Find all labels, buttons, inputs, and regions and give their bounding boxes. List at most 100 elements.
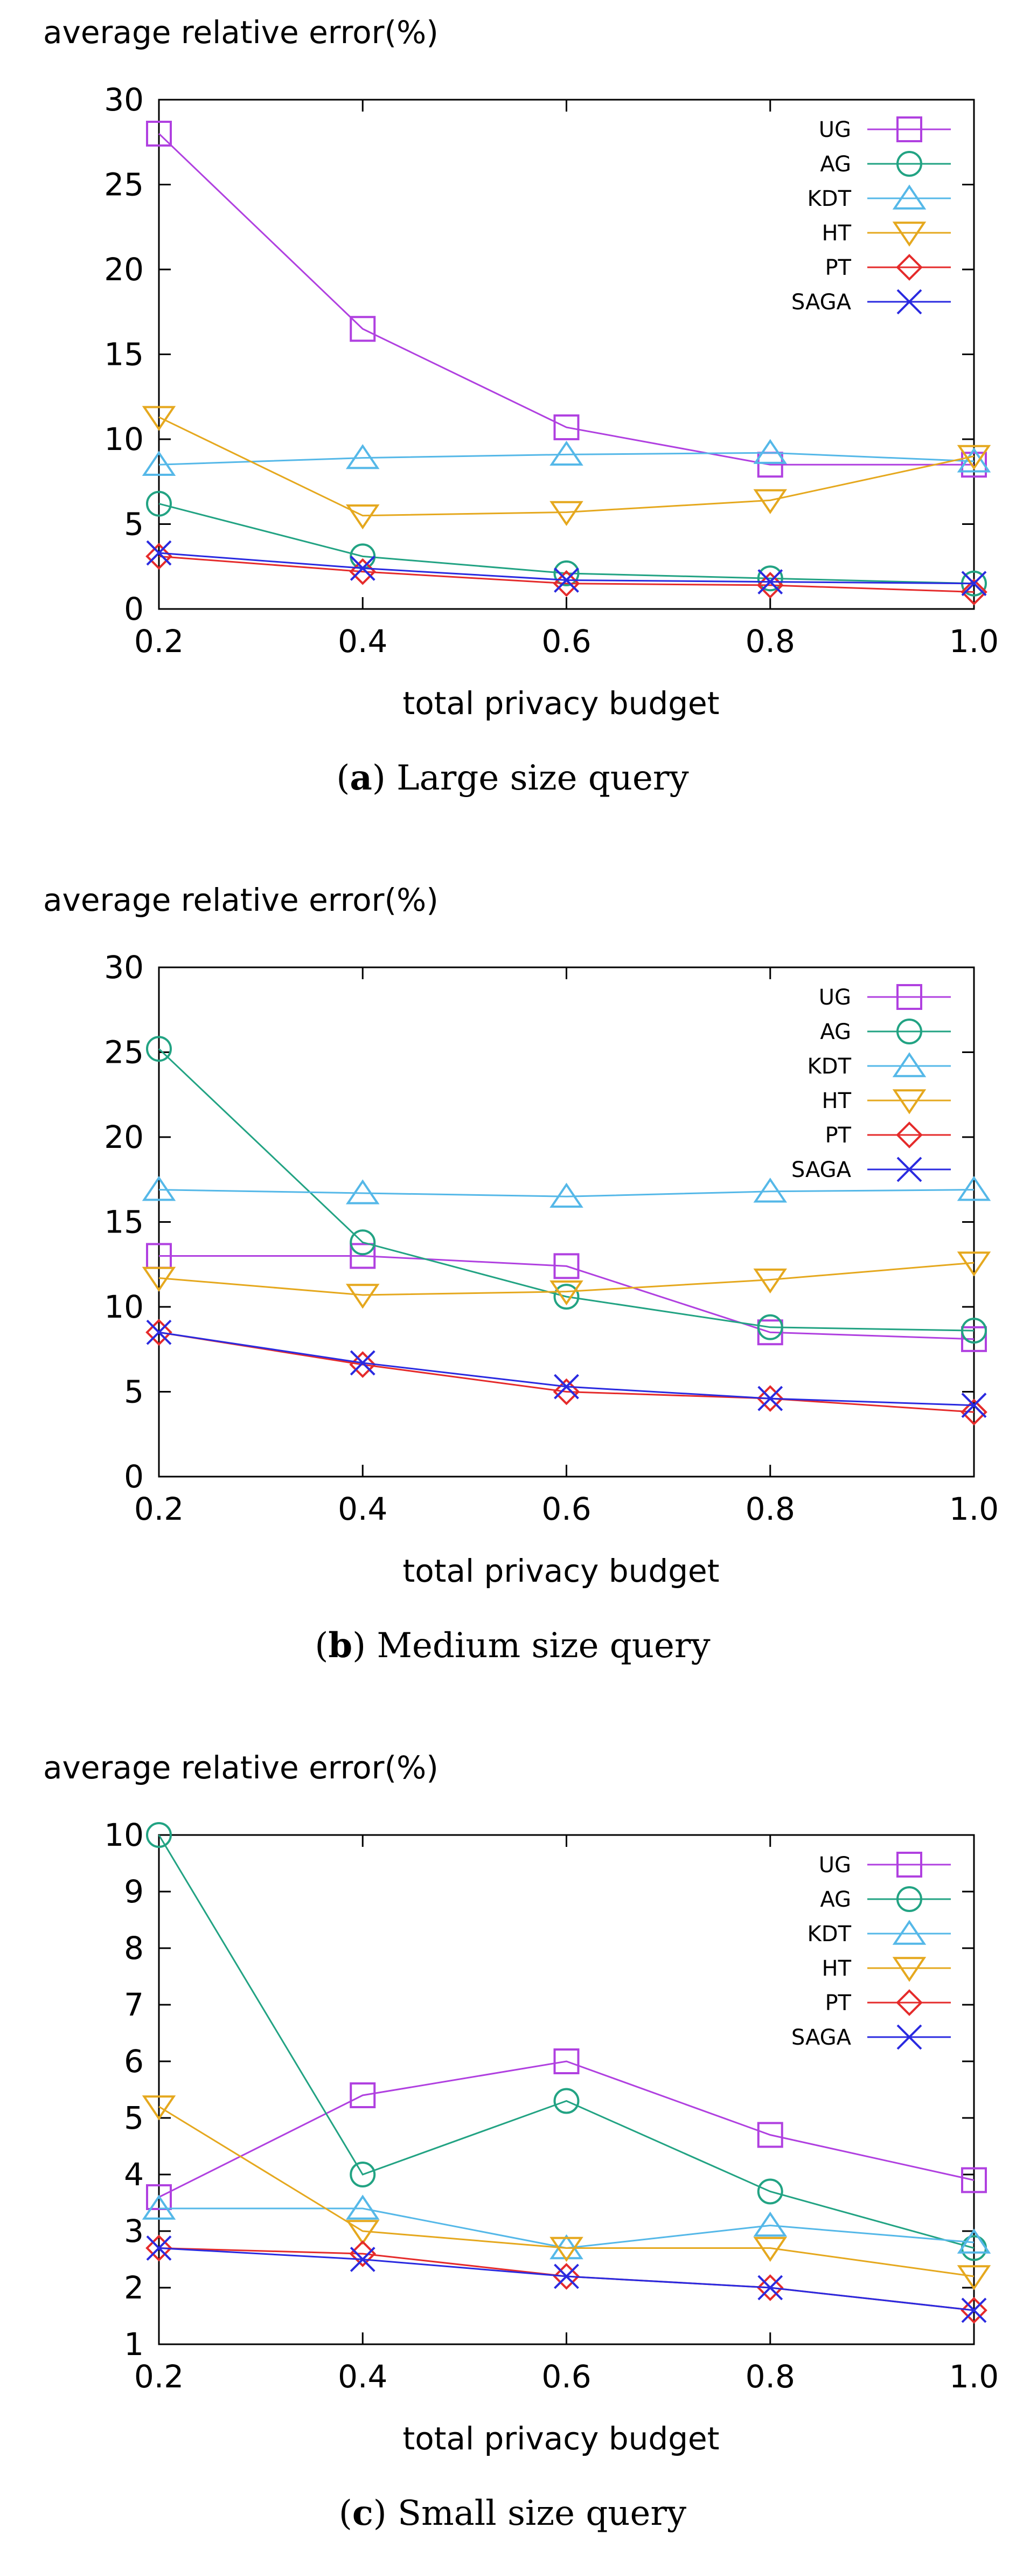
data-point-ug	[757, 2122, 783, 2148]
series-pt	[145, 2234, 987, 2324]
caption-text: Small size query	[398, 2494, 686, 2533]
data-point-kdt	[549, 440, 583, 466]
series-line-kdt	[158, 1189, 975, 1197]
legend-marker-ht	[892, 221, 927, 247]
x-tick-label: 0.6	[541, 2358, 591, 2395]
x-tick-label: 0.2	[134, 1491, 184, 1527]
series-line-ag	[158, 1834, 975, 2249]
y-tick-label: 5	[124, 506, 144, 543]
series-line-saga	[158, 1331, 975, 1407]
series-line-ag	[158, 1048, 975, 1332]
series-ag	[146, 1822, 987, 2261]
data-point-ht	[345, 504, 380, 530]
series-ag	[146, 490, 987, 597]
data-point-ug	[961, 2167, 987, 2193]
legend-label: KDT	[808, 1054, 852, 1079]
data-point-ug	[553, 414, 580, 440]
y-tick-label: 20	[104, 1119, 144, 1155]
legend-marker-kdt	[892, 1920, 927, 1945]
series-ht	[142, 2095, 991, 2290]
data-point-ht	[142, 2095, 176, 2121]
data-point-ht	[142, 406, 176, 431]
y-tick-label: 6	[124, 2043, 144, 2080]
x-tick-label: 0.4	[338, 2358, 387, 2395]
x-tick-label: 1.0	[949, 2358, 999, 2395]
plot-frame	[158, 99, 975, 610]
legend-label: PT	[825, 255, 851, 280]
series-ug	[146, 2048, 987, 2210]
series-line-ht	[158, 1262, 975, 1296]
series-saga	[146, 2235, 987, 2323]
data-point-ht	[549, 501, 583, 527]
data-point-kdt	[142, 2194, 176, 2220]
series-kdt	[142, 439, 991, 476]
legend-marker-ht	[892, 1089, 927, 1114]
data-point-kdt	[753, 439, 788, 464]
data-point-pt	[553, 2263, 580, 2290]
legend: UG AG KDT HT PT SAGA	[791, 116, 951, 315]
legend-label: UG	[819, 117, 851, 142]
data-point-ag	[146, 1822, 172, 1848]
x-axis-label: total privacy budget	[403, 1553, 720, 1589]
caption-text: Large size query	[396, 758, 689, 798]
y-tick-label: 0	[124, 1458, 144, 1495]
y-axis-label: average relative error(%)	[43, 14, 439, 51]
data-point-ht	[753, 1268, 788, 1294]
x-tick-label: 0.8	[746, 1491, 795, 1527]
y-tick-label: 10	[104, 1289, 144, 1325]
data-point-pt	[349, 1351, 377, 1378]
y-tick-label: 20	[104, 251, 144, 288]
legend-marker-saga	[896, 1157, 922, 1182]
x-tick-label: 0.4	[338, 623, 387, 660]
legend-label: UG	[819, 1853, 851, 1878]
data-point-ug	[553, 2048, 580, 2074]
data-point-ht	[549, 1280, 583, 1306]
data-point-saga	[146, 2235, 172, 2261]
data-point-pt	[961, 2297, 987, 2324]
legend-marker-saga	[896, 289, 922, 315]
series-ag	[146, 1036, 987, 1344]
chart-panel-c: average relative error(%) 1 2 3 4 5 6 7 8 9 10 0.2 0…	[43, 1749, 999, 2533]
y-tick-label: 15	[104, 1204, 144, 1241]
data-point-kdt	[753, 1178, 788, 1203]
data-point-ug	[350, 1243, 376, 1269]
x-axis-label: total privacy budget	[403, 685, 720, 722]
caption-letter: a	[350, 758, 372, 798]
data-point-ag	[553, 2088, 580, 2114]
legend: UG AG KDT HT PT SAGA	[791, 1852, 951, 2050]
legend-label: AG	[820, 1887, 851, 1912]
data-point-ug	[350, 2082, 376, 2108]
series-ug	[146, 121, 987, 478]
data-point-kdt	[753, 2211, 788, 2237]
legend-marker-ag	[896, 1886, 922, 1912]
x-tick-label: 0.2	[134, 623, 184, 660]
series-line-pt	[158, 1331, 975, 1413]
y-tick-label: 15	[104, 336, 144, 373]
series-saga	[146, 540, 987, 597]
series-kdt	[142, 2194, 991, 2260]
x-tick-label: 1.0	[949, 623, 999, 660]
data-point-ht	[753, 2236, 788, 2262]
series-line-ht	[158, 2106, 975, 2277]
legend-marker-kdt	[892, 184, 927, 210]
data-point-kdt	[142, 451, 176, 476]
legend-marker-pt	[896, 1121, 923, 1148]
legend-label: SAGA	[791, 1158, 852, 1182]
series-kdt	[142, 1176, 991, 1208]
series-ht	[142, 406, 991, 530]
data-point-kdt	[549, 1182, 583, 1208]
x-tick-label: 0.8	[746, 2358, 795, 2395]
legend-marker-pt	[896, 254, 923, 281]
y-tick-label: 8	[124, 1930, 144, 1966]
data-point-ht	[957, 2265, 991, 2290]
data-point-ht	[142, 1266, 176, 1292]
data-point-saga	[350, 1350, 375, 1376]
y-tick-label: 10	[104, 1817, 144, 1853]
y-tick-label: 25	[104, 167, 144, 203]
y-axis-label: average relative error(%)	[43, 1749, 439, 1786]
legend-marker-saga	[896, 2024, 922, 2050]
series-line-ug	[158, 2060, 975, 2198]
data-point-ug	[146, 121, 172, 147]
y-tick-label: 5	[124, 2100, 144, 2136]
